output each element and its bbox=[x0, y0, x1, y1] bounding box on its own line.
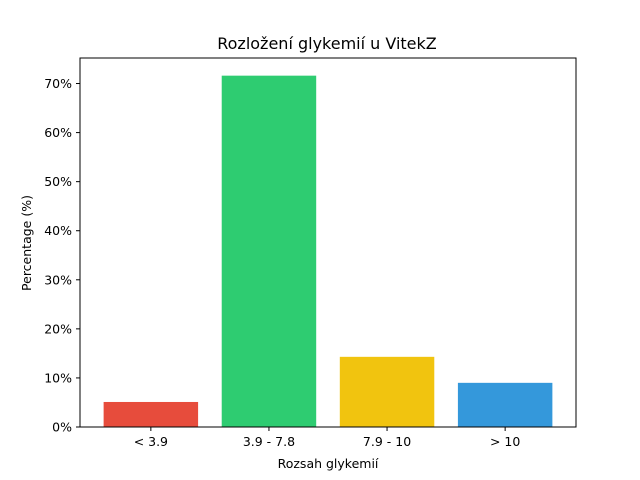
y-tick-label: 70% bbox=[44, 76, 72, 91]
bar-3 bbox=[457, 382, 553, 427]
y-tick-label: 60% bbox=[44, 125, 72, 140]
x-tick-label: < 3.9 bbox=[134, 434, 168, 449]
x-axis: < 3.9 3.9 - 7.8 7.9 - 10 > 10 bbox=[134, 427, 520, 449]
bar-0 bbox=[103, 401, 199, 427]
bar-2 bbox=[339, 356, 435, 427]
y-tick-label: 50% bbox=[44, 174, 72, 189]
x-tick-label: > 10 bbox=[490, 434, 520, 449]
x-tick-label: 3.9 - 7.8 bbox=[243, 434, 295, 449]
x-axis-label: Rozsah glykemií bbox=[278, 456, 379, 471]
bar-1 bbox=[221, 75, 317, 428]
y-tick-label: 10% bbox=[44, 370, 72, 385]
y-tick-label: 0% bbox=[52, 420, 72, 435]
y-tick-label: 30% bbox=[44, 272, 72, 287]
y-axis: 0% 10% 20% 30% 40% 50% 60% 70% bbox=[44, 76, 80, 435]
x-tick-label: 7.9 - 10 bbox=[363, 434, 411, 449]
y-axis-label: Percentage (%) bbox=[19, 195, 34, 291]
plot-frame bbox=[79, 57, 577, 428]
bars-group bbox=[103, 75, 553, 428]
chart-title: Rozložení glykemií u VitekZ bbox=[217, 34, 437, 53]
y-tick-label: 40% bbox=[44, 223, 72, 238]
y-tick-label: 20% bbox=[44, 321, 72, 336]
